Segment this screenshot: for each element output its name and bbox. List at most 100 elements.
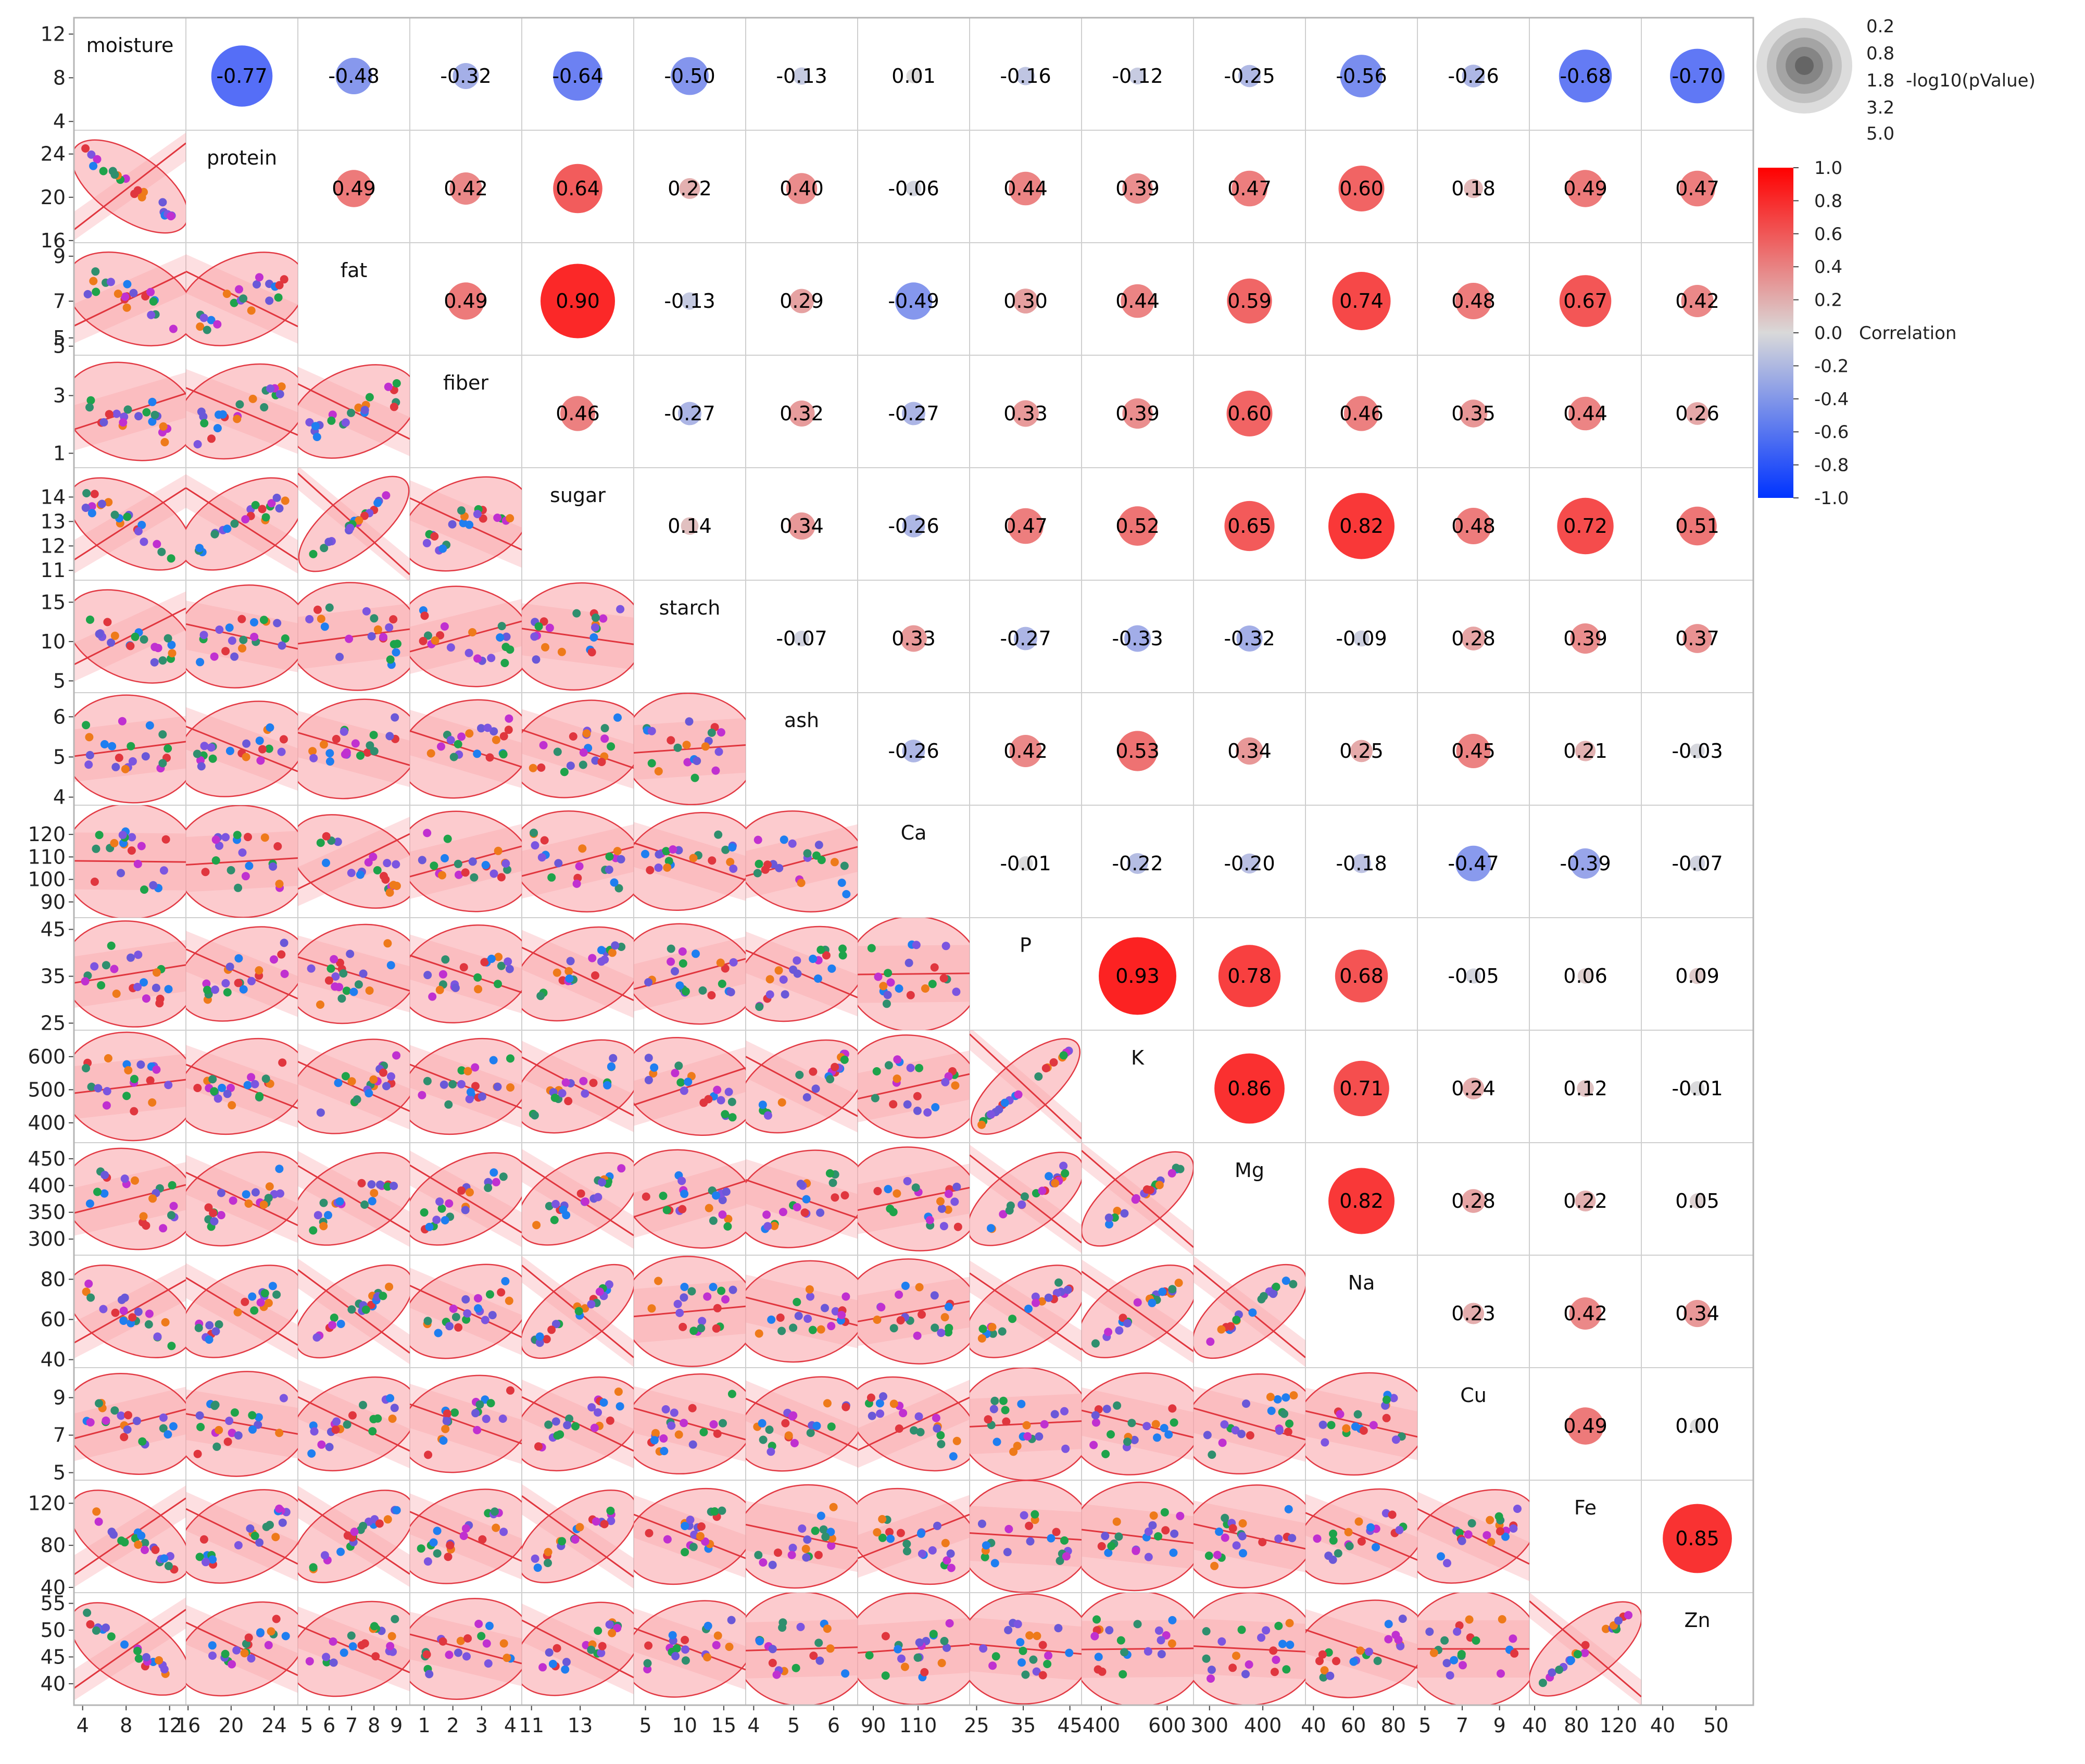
matrix-cell-Ca-Ca (857, 805, 970, 918)
data-point (348, 1642, 357, 1651)
corr-circle-fiber-ash (788, 401, 815, 427)
size-legend-tick: 5.0 (1866, 123, 1894, 144)
data-point (727, 1097, 736, 1106)
scatter-P-vs-fat (298, 923, 410, 1024)
data-point (215, 625, 224, 634)
data-point (614, 1387, 623, 1396)
data-point (475, 1400, 484, 1409)
data-point (781, 990, 789, 999)
data-point (594, 1627, 602, 1635)
data-point (167, 1211, 175, 1220)
data-point (558, 1089, 567, 1098)
data-point (473, 654, 482, 663)
data-point (778, 1623, 787, 1632)
data-point (1052, 1528, 1061, 1536)
data-point (138, 1437, 147, 1446)
data-point (933, 1521, 941, 1530)
data-point (1396, 1642, 1405, 1650)
matrix-cell-moisture-moisture (73, 17, 186, 131)
size-legend-circle (1795, 56, 1814, 75)
data-point (461, 1524, 470, 1533)
data-point (599, 614, 608, 623)
data-point (465, 520, 474, 529)
data-point (1395, 1525, 1404, 1534)
data-point (159, 1413, 168, 1422)
data-point (204, 1203, 213, 1212)
corr-value-Cu-Zn: 0.00 (1675, 1415, 1719, 1437)
data-point (360, 511, 369, 520)
corr-circle-sugar-P (1008, 508, 1044, 544)
data-point (133, 983, 142, 991)
data-point (988, 1329, 997, 1338)
corr-value-ash-K: 0.53 (1115, 740, 1160, 762)
data-point (545, 1648, 554, 1657)
data-point (1217, 1637, 1226, 1646)
corr-value-fiber-P: 0.33 (1003, 402, 1048, 425)
data-point (768, 1659, 777, 1667)
scatter-Cu-vs-Mg (1194, 1373, 1305, 1475)
data-point (579, 760, 587, 769)
data-point (1232, 1652, 1240, 1660)
data-point (499, 750, 508, 759)
corr-value-Na-Cu: 0.23 (1451, 1302, 1496, 1325)
data-point (1149, 1511, 1158, 1520)
corr-value-ash-P: 0.42 (1003, 740, 1048, 762)
data-point (793, 956, 801, 965)
data-point (255, 1538, 264, 1547)
data-point (140, 885, 148, 894)
corr-circle-fat-sugar (541, 264, 615, 339)
data-point (1272, 1282, 1280, 1291)
data-point (223, 524, 232, 533)
data-point (941, 942, 950, 950)
data-point (1248, 1308, 1257, 1317)
data-point (988, 1323, 997, 1332)
data-point (944, 1303, 953, 1311)
data-point (384, 382, 393, 391)
data-point (840, 861, 849, 870)
data-point (717, 1286, 726, 1295)
data-point (107, 1632, 116, 1641)
data-point (423, 1317, 432, 1325)
data-point (1105, 1626, 1114, 1635)
data-point (1349, 1657, 1358, 1666)
data-point (1144, 1647, 1152, 1656)
y-tick-label-protein: 24 (41, 143, 66, 166)
data-point (456, 1636, 465, 1645)
corr-circle-protein-fat (335, 170, 373, 207)
data-point (429, 1538, 438, 1547)
data-point (273, 619, 282, 628)
fit-line (858, 1644, 970, 1654)
fit-line (1194, 1645, 1305, 1653)
data-point (644, 1641, 653, 1650)
data-point (928, 1546, 937, 1555)
data-point (418, 1091, 426, 1099)
data-point (362, 607, 371, 616)
data-point (831, 1193, 839, 1202)
data-point (158, 656, 167, 665)
corr-circle-sugar-Na (1328, 493, 1395, 559)
data-point (874, 972, 883, 981)
data-point (499, 1172, 508, 1181)
data-point (1116, 1636, 1125, 1645)
data-point (544, 1548, 552, 1557)
data-point (134, 1307, 143, 1316)
data-point (930, 1291, 939, 1300)
corr-circle-protein-Zn (1679, 170, 1715, 207)
data-point (758, 1419, 767, 1428)
data-point (679, 1322, 687, 1331)
data-point (150, 410, 159, 419)
data-point (644, 1075, 653, 1084)
data-point (375, 1519, 384, 1528)
data-point (552, 1644, 561, 1653)
data-point (139, 1212, 148, 1221)
data-point (547, 1325, 556, 1334)
data-point (486, 1290, 494, 1299)
data-point (1006, 1201, 1015, 1210)
data-point (607, 1517, 616, 1525)
data-point (1113, 1401, 1122, 1410)
data-point (265, 744, 273, 753)
data-point (93, 155, 102, 164)
fit-line (298, 833, 410, 890)
data-point (346, 523, 355, 532)
data-point (386, 1394, 395, 1403)
